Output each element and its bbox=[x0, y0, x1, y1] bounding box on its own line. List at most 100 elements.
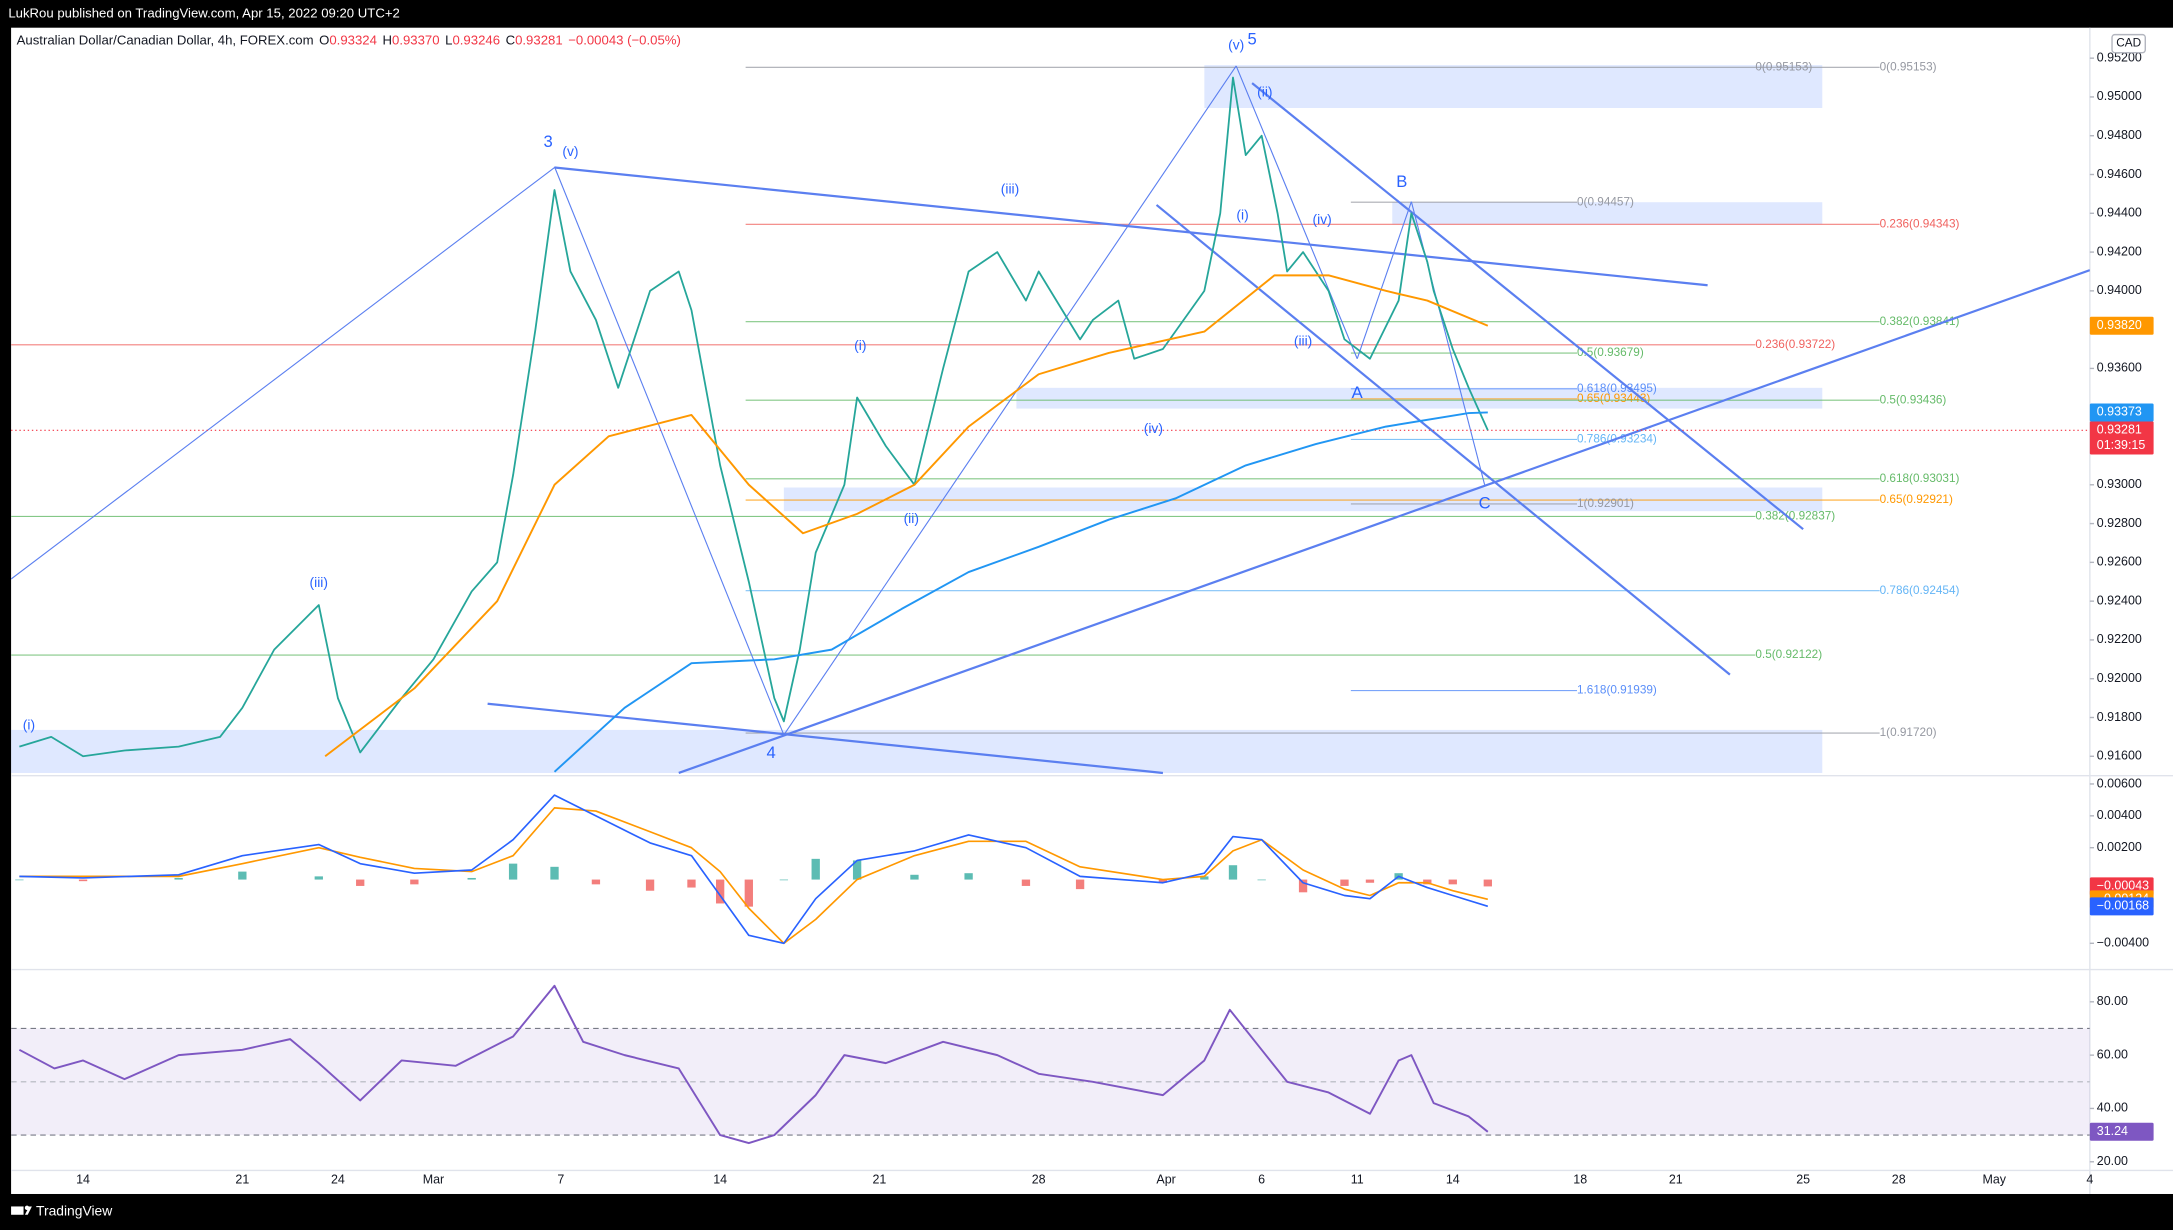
fib-label: 0.65(0.92921) bbox=[1880, 493, 1953, 506]
histogram-bar bbox=[1021, 879, 1031, 886]
y-tick-label: 0.92200 bbox=[2097, 632, 2142, 646]
histogram-bar bbox=[1075, 879, 1085, 890]
wave-label: (iii) bbox=[310, 574, 328, 590]
histogram-bar bbox=[1298, 879, 1308, 893]
ohlc-value: 0.93324 bbox=[329, 33, 377, 48]
last-value-label: −0.00168 bbox=[2097, 899, 2149, 913]
y-tick-label: 0.94600 bbox=[2097, 167, 2142, 181]
trend-line bbox=[678, 269, 2090, 775]
series-line bbox=[19, 807, 1489, 945]
wave-label: (i) bbox=[23, 716, 35, 732]
fib-label: 1(0.91720) bbox=[1880, 726, 1937, 739]
x-tick-label: 4 bbox=[2086, 1172, 2093, 1186]
last-value-tag bbox=[2089, 1122, 2154, 1141]
ohlc-value: 0.93370 bbox=[392, 33, 440, 48]
histogram-bar bbox=[744, 879, 753, 907]
trend-line bbox=[783, 65, 1237, 736]
fib-label: 0.618(0.93495) bbox=[1577, 382, 1657, 395]
symbol-legend: Australian Dollar/Canadian Dollar, 4h, F… bbox=[17, 33, 681, 48]
zone bbox=[1392, 202, 1823, 225]
x-tick-label: 28 bbox=[1892, 1172, 1906, 1186]
x-tick-label: 21 bbox=[1669, 1172, 1683, 1186]
histogram-bar bbox=[687, 879, 696, 888]
fib-label: 0(0.94457) bbox=[1577, 195, 1634, 208]
x-tick-label: Mar bbox=[423, 1172, 444, 1186]
y-tick-label: 0.00600 bbox=[2097, 776, 2142, 790]
wave-label: 4 bbox=[766, 743, 775, 762]
countdown: 01:39:15 bbox=[2097, 438, 2146, 452]
histogram-bar bbox=[1365, 879, 1375, 883]
wave-label: C bbox=[1479, 494, 1491, 513]
trend-line bbox=[1356, 201, 1412, 359]
histogram-bar bbox=[1340, 879, 1349, 886]
x-tick-label: 14 bbox=[76, 1172, 90, 1186]
histogram-bar bbox=[410, 879, 419, 885]
histogram-bar bbox=[715, 879, 725, 904]
x-tick-label: 18 bbox=[1573, 1172, 1587, 1186]
x-tick-label: May bbox=[1983, 1172, 2007, 1186]
trend-line bbox=[1155, 204, 1731, 676]
wave-label: (iii) bbox=[1294, 333, 1312, 349]
trend-line bbox=[1251, 82, 1804, 531]
wave-label: 5 bbox=[1247, 30, 1256, 49]
series-line bbox=[18, 984, 1489, 1145]
histogram-bar bbox=[174, 877, 183, 880]
y-tick-label: −0.00400 bbox=[2097, 936, 2149, 950]
x-tick-label: 6 bbox=[1258, 1172, 1265, 1186]
histogram-bar bbox=[508, 863, 518, 880]
fib-label: 0.5(0.92122) bbox=[1755, 648, 1822, 661]
y-tick-label: 0.91600 bbox=[2097, 749, 2142, 763]
wave-label: (iv) bbox=[1313, 211, 1332, 227]
price-axis: 0.95200 0.95000 0.94800 0.94600 0.94400 0.942… bbox=[2089, 50, 2154, 763]
fib-label: 0.382(0.92837) bbox=[1755, 510, 1835, 523]
histogram-bar bbox=[15, 879, 24, 881]
x-tick-label: 14 bbox=[1446, 1172, 1460, 1186]
y-tick-label: 0.92600 bbox=[2097, 555, 2142, 569]
series-line bbox=[19, 76, 1489, 758]
trend-line bbox=[11, 167, 555, 580]
last-value-tag bbox=[2089, 403, 2154, 422]
last-value-label: 0.93281 bbox=[2097, 423, 2142, 437]
last-value-label: 0.93820 bbox=[2097, 318, 2142, 332]
fib-label: 1.618(0.91939) bbox=[1577, 684, 1657, 697]
x-tick-label: 11 bbox=[1351, 1172, 1364, 1186]
ohlc-name: L bbox=[445, 33, 452, 48]
histogram-bar bbox=[1158, 879, 1168, 883]
wave-label: (ii) bbox=[904, 510, 919, 526]
wave-label: (v) bbox=[1228, 36, 1244, 52]
histogram-bar bbox=[314, 876, 323, 880]
histogram-bar bbox=[910, 874, 919, 880]
y-tick-label: 0.93000 bbox=[2097, 477, 2142, 491]
change: −0.00043 (−0.05%) bbox=[568, 33, 681, 48]
histogram-bar bbox=[1257, 879, 1266, 881]
fib-label: 0.618(0.93031) bbox=[1880, 472, 1960, 485]
histogram-bar bbox=[1200, 876, 1209, 880]
series-line bbox=[19, 794, 1489, 945]
histogram-bar bbox=[779, 879, 789, 881]
pane-rsi bbox=[11, 984, 2090, 1145]
publisher-line: LukRou published on TradingView.com, Apr… bbox=[8, 5, 400, 20]
histogram-bar bbox=[591, 879, 601, 885]
x-tick-label: 7 bbox=[557, 1172, 564, 1186]
x-tick-label: 25 bbox=[1796, 1172, 1810, 1186]
y-tick-label: 20.00 bbox=[2097, 1154, 2128, 1168]
series-line bbox=[324, 274, 1489, 758]
histogram-bar bbox=[1228, 865, 1238, 880]
histogram-bar bbox=[78, 879, 88, 882]
wave-label: (i) bbox=[1236, 207, 1248, 223]
fib-label: 0.5(0.93679) bbox=[1577, 346, 1644, 359]
fib-label: 0.786(0.92454) bbox=[1880, 584, 1960, 597]
y-tick-label: 0.94000 bbox=[2097, 283, 2142, 297]
currency: CAD bbox=[2116, 37, 2141, 50]
fib-label: 1(0.92901) bbox=[1577, 497, 1634, 510]
y-tick-label: 40.00 bbox=[2097, 1101, 2128, 1115]
ohlc-value: 0.93246 bbox=[452, 33, 500, 48]
footer-logo bbox=[11, 1205, 32, 1215]
histogram-bar bbox=[645, 879, 655, 891]
fib-label: 0.5(0.93436) bbox=[1880, 393, 1947, 406]
y-tick-label: 0.94400 bbox=[2097, 206, 2142, 220]
wave-label: (iii) bbox=[1001, 180, 1019, 196]
histogram-bar bbox=[356, 879, 365, 886]
y-tick-label: 0.91800 bbox=[2097, 710, 2142, 724]
